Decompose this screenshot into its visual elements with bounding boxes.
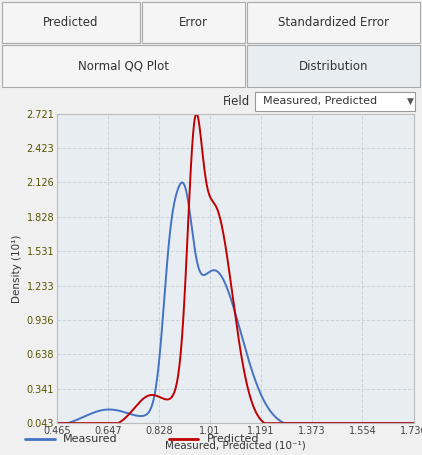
Text: ▼: ▼ <box>406 97 414 106</box>
Text: Measured: Measured <box>63 434 118 444</box>
Bar <box>142 2 245 43</box>
Text: Distribution: Distribution <box>299 60 368 72</box>
Bar <box>2 46 245 87</box>
Text: Predicted: Predicted <box>43 16 99 29</box>
Bar <box>2 2 140 43</box>
Text: Field: Field <box>223 95 250 108</box>
Y-axis label: Density (10¹): Density (10¹) <box>12 234 22 303</box>
Text: Measured, Predicted: Measured, Predicted <box>263 96 377 106</box>
Bar <box>247 2 420 43</box>
Text: Normal QQ Plot: Normal QQ Plot <box>78 60 169 72</box>
Text: Standardized Error: Standardized Error <box>278 16 389 29</box>
Text: Predicted: Predicted <box>207 434 259 444</box>
Text: Error: Error <box>179 16 208 29</box>
Bar <box>247 46 420 87</box>
X-axis label: Measured, Predicted (10⁻¹): Measured, Predicted (10⁻¹) <box>165 440 306 450</box>
Bar <box>255 92 415 111</box>
